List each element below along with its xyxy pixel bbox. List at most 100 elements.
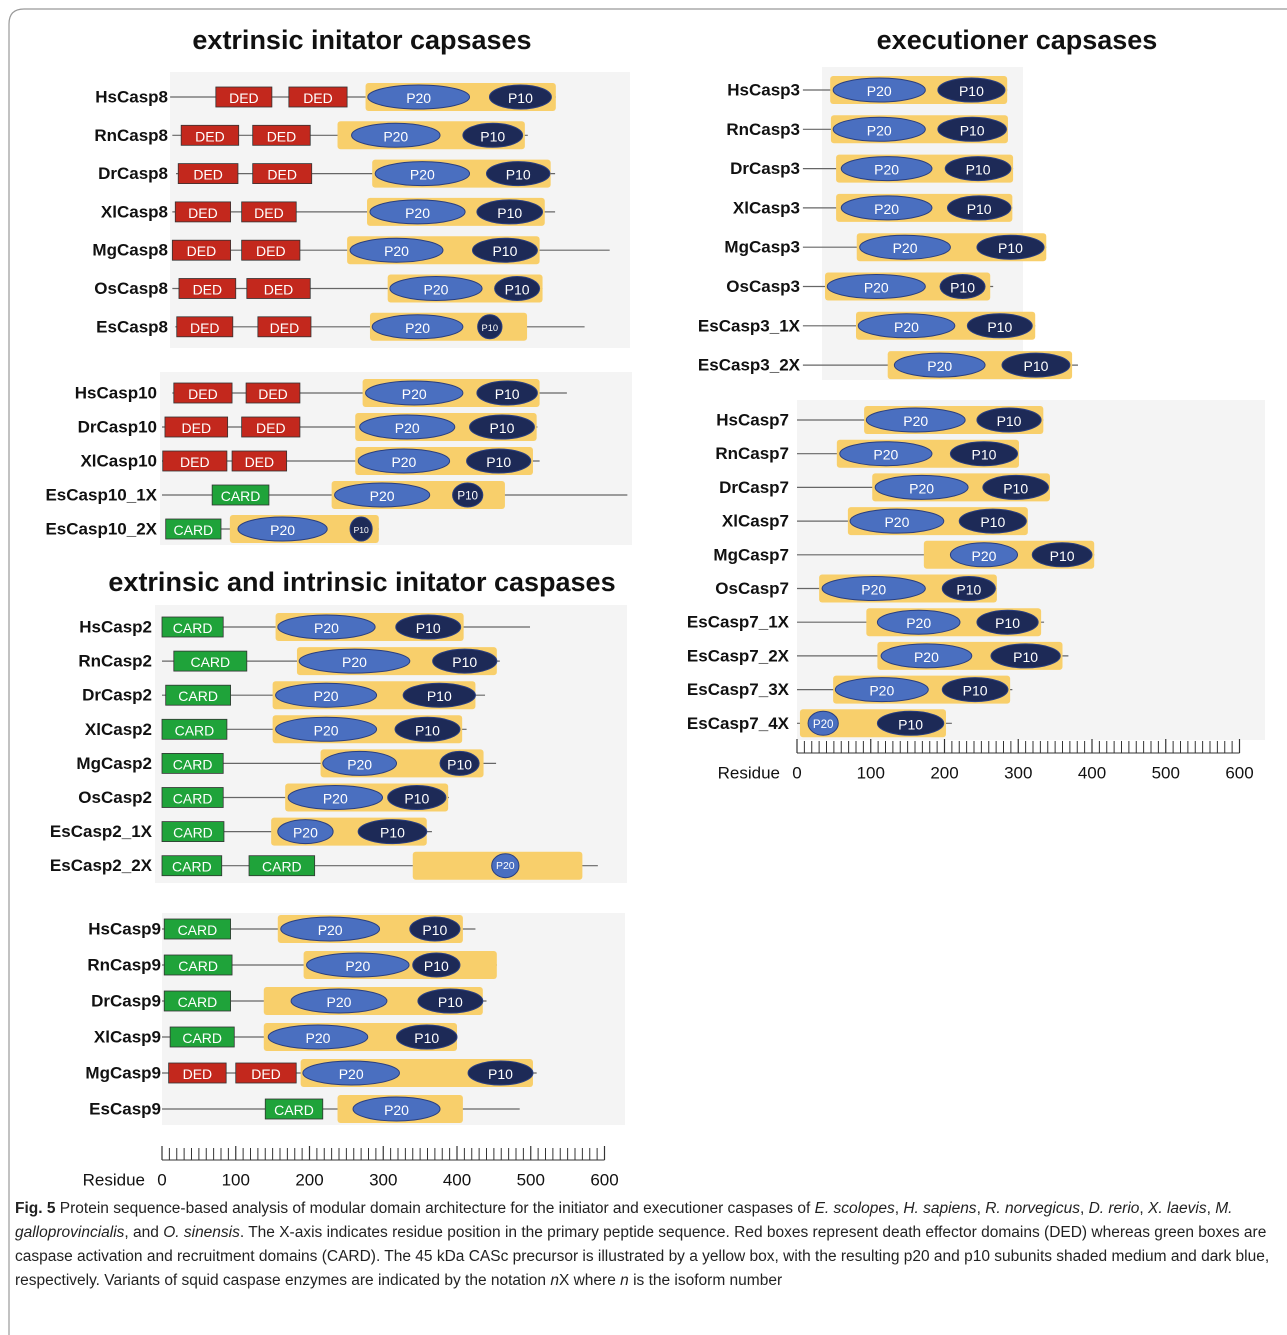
domain-label: CARD [173, 825, 213, 841]
tick-label: 200 [295, 1171, 323, 1190]
domain-label: DED [188, 205, 218, 221]
protein-name: EsCasp3_2X [698, 356, 801, 375]
domain-label: P10 [967, 201, 992, 217]
domain-label: P20 [342, 654, 367, 670]
tick-label: 0 [792, 764, 801, 783]
domain-p20 [840, 195, 933, 221]
domain-label: P20 [314, 722, 339, 738]
domain-label: P10 [495, 386, 520, 402]
domain-label: CARD [178, 994, 218, 1010]
domain-label: P10 [414, 1030, 439, 1046]
tick-label: 100 [222, 1171, 250, 1190]
domain-label: CARD [172, 859, 212, 875]
domain-ded [162, 450, 228, 472]
domain-p20 [369, 199, 466, 225]
domain-p10 [939, 274, 986, 299]
domain-p20 [834, 677, 929, 703]
domain-p10 [976, 407, 1042, 433]
domain-p20 [949, 542, 1019, 568]
panel-title: extrinsic and intrinsic initator caspase… [108, 567, 615, 597]
domain-label: DED [182, 420, 212, 436]
domain-label: P20 [395, 420, 420, 436]
caption-text: , [1206, 1200, 1216, 1217]
protein-name: RnCasp8 [94, 126, 168, 145]
domain-p20 [357, 448, 451, 474]
domain-p10 [494, 276, 541, 301]
domain-p10 [477, 314, 503, 340]
protein-name: XlCasp9 [94, 1028, 161, 1047]
domain-label: P20 [971, 548, 996, 564]
domain-p20 [826, 274, 926, 299]
domain-label: P20 [410, 167, 435, 183]
protein-name: EsCasp10_2X [45, 520, 157, 539]
domain-label: CARD [178, 922, 218, 938]
protein-name: XlCasp3 [733, 198, 800, 217]
domain-p20 [876, 609, 961, 635]
domain-ded [174, 201, 231, 223]
domain-label: DED [256, 420, 286, 436]
protein-name: MgCasp7 [713, 545, 789, 564]
domain-label: DED [195, 128, 225, 144]
domain-p10 [432, 648, 498, 674]
protein-name: DrCasp8 [98, 164, 168, 183]
domain-p10 [990, 643, 1061, 669]
domain-label: P20 [270, 522, 295, 538]
domain-label: P10 [486, 454, 511, 470]
panel-title: extrinsic initator capsases [192, 25, 531, 55]
protein-name: EsCasp2_1X [50, 822, 153, 841]
domain-card [211, 484, 270, 506]
panel-background [162, 913, 625, 1125]
caption-text: D. rerio [1088, 1200, 1140, 1217]
domain-label: P20 [370, 488, 395, 504]
domain-p20 [807, 710, 839, 736]
domain-card [165, 684, 231, 706]
domain-ded [171, 239, 231, 261]
domain-label: CARD [175, 722, 215, 738]
protein-name: DrCasp7 [719, 478, 789, 497]
domain-p10 [412, 952, 461, 978]
domain-label: DED [183, 1066, 213, 1082]
protein-name: XlCasp7 [722, 512, 789, 531]
domain-ded [164, 416, 229, 438]
domain-ded [246, 278, 311, 299]
domain-p20 [832, 77, 926, 103]
domain-card [165, 518, 222, 540]
domain-p20 [322, 750, 398, 776]
domain-p10 [937, 77, 1006, 103]
domain-ded [252, 124, 311, 146]
caption-text: is the isoform number [628, 1272, 783, 1289]
domain-p20 [306, 952, 410, 978]
domain-label: DED [256, 243, 286, 259]
domain-label: P10 [971, 447, 996, 463]
domain-label: P20 [383, 128, 408, 144]
domain-p10 [469, 414, 535, 440]
domain-label: P20 [861, 582, 886, 598]
protein-name: EsCasp2_2X [50, 856, 153, 875]
domain-label: DED [188, 386, 218, 402]
caption-text: X. laevis [1148, 1200, 1207, 1217]
domain-p20 [334, 482, 431, 508]
domain-p10 [1031, 542, 1093, 568]
domain-label: P10 [354, 525, 369, 535]
domain-p20 [359, 414, 456, 440]
protein-name: EsCasp9 [89, 1100, 161, 1119]
domain-label: P10 [506, 167, 531, 183]
protein-name: EsCasp7_3X [687, 680, 790, 699]
domain-p20 [839, 441, 933, 467]
domain-label: CARD [190, 654, 230, 670]
domain-label: DED [303, 90, 333, 106]
domain-p10 [937, 116, 1007, 142]
domain-label: P20 [909, 480, 934, 496]
domain-p10 [488, 84, 552, 110]
domain-label: P10 [481, 323, 498, 333]
domain-p20 [277, 614, 376, 640]
panel-title: executioner capsases [877, 25, 1158, 55]
domain-label: P20 [327, 994, 352, 1010]
protein-name: MgCasp2 [76, 754, 152, 773]
protein-name: RnCasp9 [87, 956, 161, 975]
domain-label: P10 [960, 122, 985, 138]
caption: Fig. 5 Protein sequence-based analysis o… [15, 1197, 1277, 1293]
axis-label: Residue [718, 764, 780, 783]
domain-label: CARD [173, 791, 213, 807]
